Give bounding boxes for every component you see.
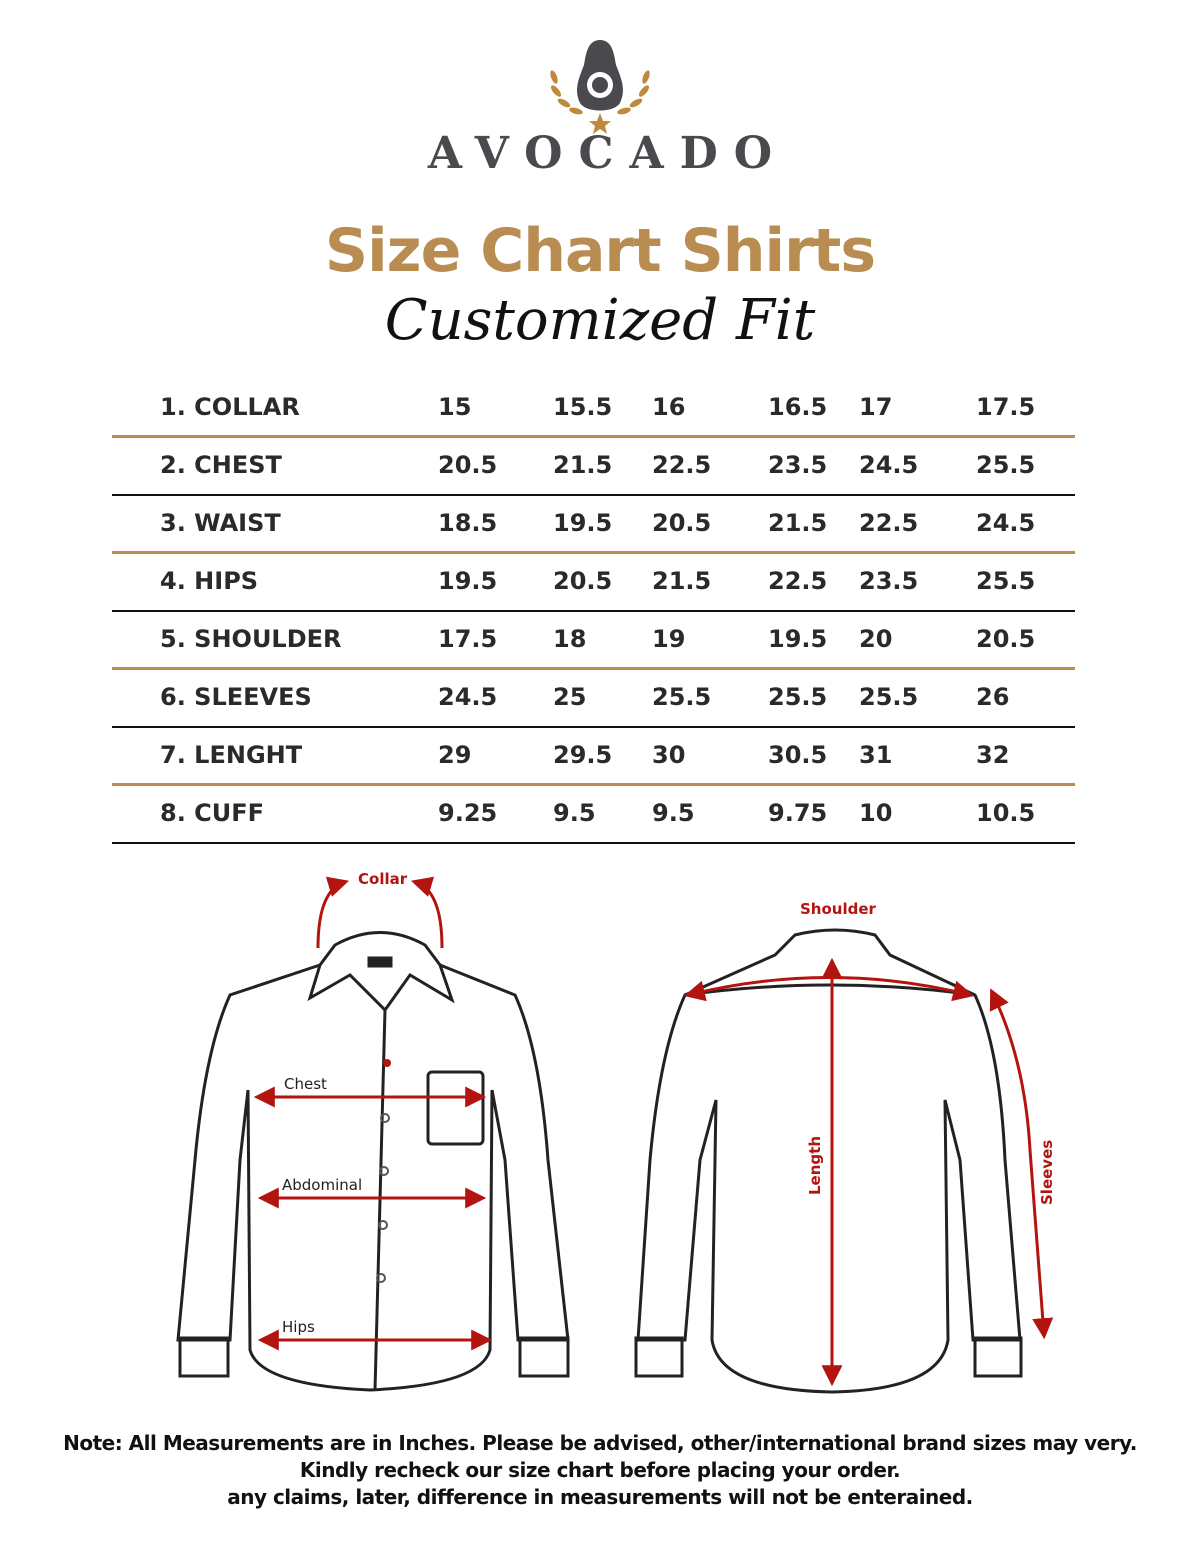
size-value: 19.5 <box>768 625 828 653</box>
size-value: 21.5 <box>768 509 828 537</box>
front-measure-arrows <box>253 876 493 1351</box>
size-value: 20.5 <box>553 567 613 595</box>
row-divider <box>112 610 1075 612</box>
size-value: 18.5 <box>438 509 498 537</box>
note-line-1: Note: All Measurements are in Inches. Pl… <box>63 1431 1137 1455</box>
row-label: 1. COLLAR <box>160 393 300 421</box>
hips-label: Hips <box>282 1318 315 1336</box>
size-value: 29.5 <box>553 741 613 769</box>
size-value: 19.5 <box>553 509 613 537</box>
note-line-3: any claims, later, difference in measure… <box>227 1485 973 1509</box>
size-value: 18 <box>553 625 587 653</box>
size-value: 17.5 <box>438 625 498 653</box>
table-row: 7. LENGHT 29 29.5 30 30.5 31 32 <box>112 728 1075 786</box>
size-value: 25.5 <box>859 683 919 711</box>
size-value: 31 <box>859 741 893 769</box>
length-label: Length <box>806 1136 824 1195</box>
front-shirt-outline <box>176 931 570 1392</box>
size-value: 24.5 <box>976 509 1036 537</box>
row-divider <box>112 726 1075 728</box>
row-divider <box>112 842 1075 844</box>
page-subtitle: Customized Fit <box>384 288 816 353</box>
abdominal-label: Abdominal <box>282 1176 362 1194</box>
table-row: 6. SLEEVES 24.5 25 25.5 25.5 25.5 26 <box>112 670 1075 728</box>
size-value: 15.5 <box>553 393 613 421</box>
size-value: 22.5 <box>768 567 828 595</box>
size-value: 20.5 <box>438 451 498 479</box>
back-shirt-outline <box>634 928 1023 1394</box>
collar-label: Collar <box>358 870 408 888</box>
sleeves-label: Sleeves <box>1038 1140 1056 1205</box>
size-value: 22.5 <box>859 509 919 537</box>
size-value: 25.5 <box>976 567 1036 595</box>
size-value: 15 <box>438 393 472 421</box>
size-value: 9.5 <box>652 799 695 827</box>
row-divider <box>112 783 1075 786</box>
size-value: 23.5 <box>859 567 919 595</box>
shoulder-label: Shoulder <box>800 900 877 918</box>
size-value: 9.5 <box>553 799 596 827</box>
size-value: 19 <box>652 625 686 653</box>
table-row: 2. CHEST 20.5 21.5 22.5 23.5 24.5 25.5 <box>112 438 1075 496</box>
row-divider <box>112 494 1075 496</box>
chest-label: Chest <box>284 1075 327 1093</box>
size-value: 17.5 <box>976 393 1036 421</box>
size-value: 20.5 <box>652 509 712 537</box>
size-value: 17 <box>859 393 893 421</box>
row-divider <box>112 667 1075 670</box>
size-value: 22.5 <box>652 451 712 479</box>
size-value: 30.5 <box>768 741 828 769</box>
size-value: 10 <box>859 799 893 827</box>
row-divider <box>112 435 1075 438</box>
size-value: 32 <box>976 741 1010 769</box>
measurement-note: Note: All Measurements are in Inches. Pl… <box>0 1430 1200 1511</box>
note-line-2: Kindly recheck our size chart before pla… <box>299 1458 901 1482</box>
size-value: 9.75 <box>768 799 828 827</box>
row-label: 7. LENGHT <box>160 741 303 769</box>
size-value: 20.5 <box>976 625 1036 653</box>
back-measure-arrows <box>683 957 1054 1387</box>
size-value: 21.5 <box>652 567 712 595</box>
row-label: 6. SLEEVES <box>160 683 312 711</box>
table-row: 1. COLLAR 15 15.5 16 16.5 17 17.5 <box>112 380 1075 438</box>
size-value: 25.5 <box>976 451 1036 479</box>
size-value: 23.5 <box>768 451 828 479</box>
row-label: 2. CHEST <box>160 451 282 479</box>
size-value: 10.5 <box>976 799 1036 827</box>
size-value: 19.5 <box>438 567 498 595</box>
size-value: 16 <box>652 393 686 421</box>
size-value: 26 <box>976 683 1010 711</box>
size-value: 25 <box>553 683 587 711</box>
size-value: 16.5 <box>768 393 828 421</box>
size-value: 25.5 <box>768 683 828 711</box>
brand-name: AVOCADO <box>427 128 789 179</box>
size-value: 9.25 <box>438 799 498 827</box>
row-label: 5. SHOULDER <box>160 625 342 653</box>
size-value: 30 <box>652 741 686 769</box>
row-label: 4. HIPS <box>160 567 259 595</box>
table-row: 5. SHOULDER 17.5 18 19 19.5 20 20.5 <box>112 612 1075 670</box>
size-value: 29 <box>438 741 472 769</box>
size-value: 24.5 <box>859 451 919 479</box>
size-value: 25.5 <box>652 683 712 711</box>
size-value: 24.5 <box>438 683 498 711</box>
row-label: 8. CUFF <box>160 799 265 827</box>
avocado-logo <box>520 35 680 135</box>
table-row: 3. WAIST 18.5 19.5 20.5 21.5 22.5 24.5 <box>112 496 1075 554</box>
table-row: 8. CUFF 9.25 9.5 9.5 9.75 10 10.5 <box>112 786 1075 844</box>
row-label: 3. WAIST <box>160 509 281 537</box>
table-row: 4. HIPS 19.5 20.5 21.5 22.5 23.5 25.5 <box>112 554 1075 612</box>
size-value: 20 <box>859 625 893 653</box>
page-title: Size Chart Shirts <box>324 216 876 286</box>
size-value: 21.5 <box>553 451 613 479</box>
row-divider <box>112 551 1075 554</box>
shirt-diagrams: Collar Chest Abdominal Hips Shoulder Len… <box>0 860 1200 1420</box>
